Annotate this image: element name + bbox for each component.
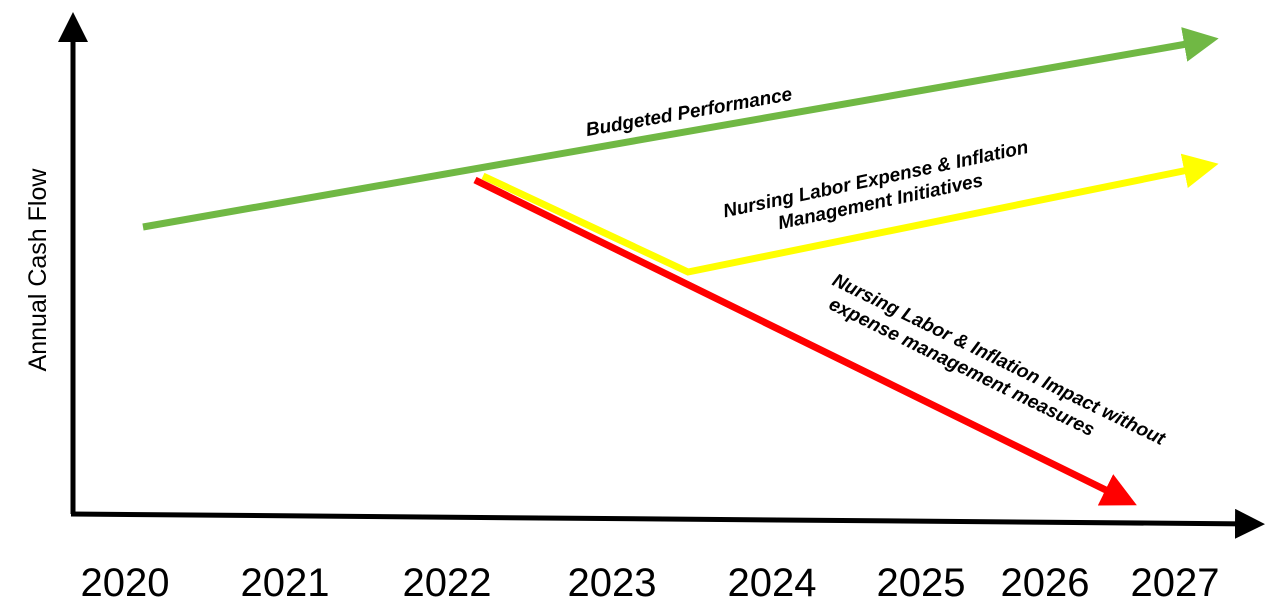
initiatives-arrow bbox=[481, 153, 1219, 276]
x-axis bbox=[70, 508, 1265, 539]
impact-arrow bbox=[473, 176, 1137, 506]
year-label: 2027 bbox=[1131, 561, 1220, 601]
year-label: 2022 bbox=[403, 561, 492, 601]
year-label: 2026 bbox=[1001, 561, 1090, 601]
x-labels: 2020 2021 2022 2023 2024 2025 2026 2027 bbox=[81, 561, 1220, 601]
year-label: 2023 bbox=[568, 561, 657, 601]
year-label: 2025 bbox=[877, 561, 966, 601]
year-label: 2024 bbox=[728, 561, 817, 601]
arrow-label: Nursing Labor & Inflation Impact without bbox=[829, 270, 1169, 450]
arrow-label-group: Nursing Labor & Inflation Impact without… bbox=[825, 270, 1169, 450]
year-label: 2021 bbox=[241, 561, 330, 601]
y-axis-label: Annual Cash Flow bbox=[24, 168, 52, 372]
year-label: 2020 bbox=[81, 561, 170, 601]
budget-arrow bbox=[142, 27, 1219, 231]
arrow-label-group: Nursing Labor Expense & Inflation Manage… bbox=[721, 137, 1030, 234]
